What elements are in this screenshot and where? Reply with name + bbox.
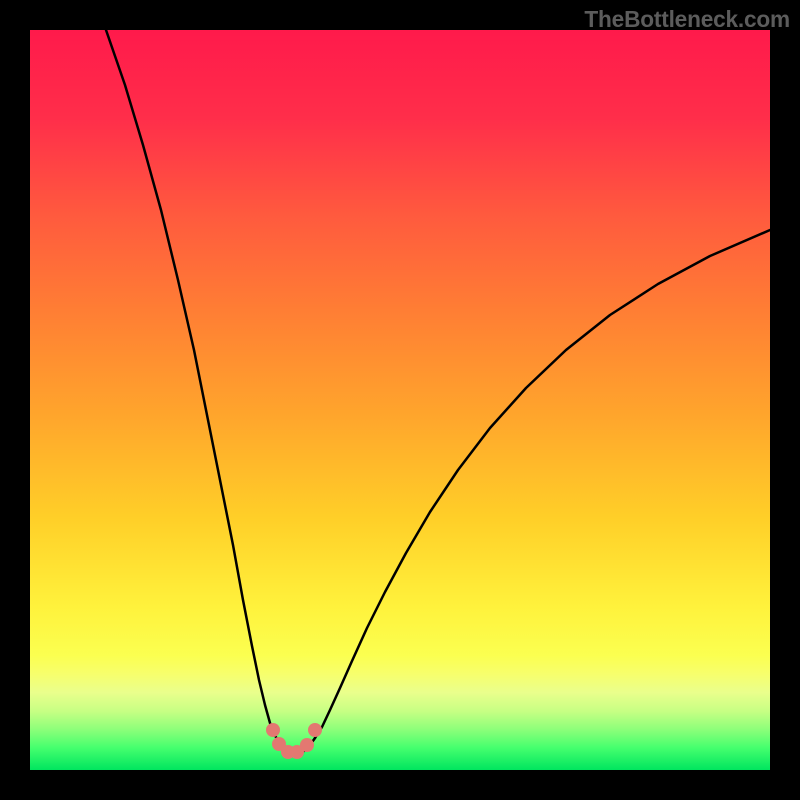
watermark-label: TheBottleneck.com	[584, 6, 790, 33]
chart-svg	[0, 0, 800, 800]
chart-stage: TheBottleneck.com	[0, 0, 800, 800]
trough-marker	[266, 723, 280, 737]
trough-marker	[308, 723, 322, 737]
trough-marker	[300, 738, 314, 752]
